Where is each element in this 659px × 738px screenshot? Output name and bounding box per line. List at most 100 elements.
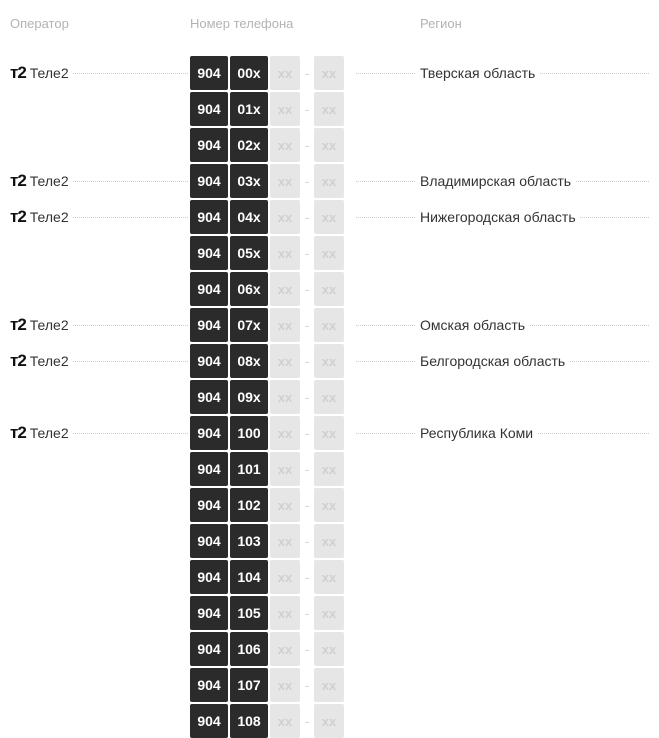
phone-cell: 90404xxx-xx <box>190 200 354 234</box>
phone-xx-block: xx <box>270 164 300 198</box>
phone-xx-block: xx <box>314 128 344 162</box>
phone-xx-block: xx <box>314 56 344 90</box>
phone-xx-block: xx <box>314 92 344 126</box>
table-row: 904102xx-xx <box>10 488 649 522</box>
phone-code-block: 08x <box>230 344 268 378</box>
phone-xx-block: xx <box>314 596 344 630</box>
table-row: 904105xx-xx <box>10 596 649 630</box>
operator-cell: т2Теле2 <box>10 315 190 335</box>
phone-code-block: 106 <box>230 632 268 666</box>
phone-code-block: 09x <box>230 380 268 414</box>
phone-cell: 90405xxx-xx <box>190 236 354 270</box>
operator-logo-icon: т2 <box>10 63 26 83</box>
phone-code-block: 101 <box>230 452 268 486</box>
table-row: 90409xxx-xx <box>10 380 649 414</box>
table-row: т2Теле290408xxx-xxБелгородская область <box>10 344 649 378</box>
phone-prefix-block: 904 <box>190 380 228 414</box>
phone-separator: - <box>302 66 312 81</box>
phone-separator: - <box>302 246 312 261</box>
phone-separator: - <box>302 282 312 297</box>
phone-code-block: 01x <box>230 92 268 126</box>
region-name: Омская область <box>416 317 529 333</box>
region-cell: Нижегородская область <box>356 209 649 225</box>
phone-cell: 90407xxx-xx <box>190 308 354 342</box>
table-header-row: Оператор Номер телефона Регион <box>10 10 649 36</box>
operator-logo-icon: т2 <box>10 171 26 191</box>
phone-cell: 90406xxx-xx <box>190 272 354 306</box>
phone-code-block: 00x <box>230 56 268 90</box>
phone-prefix-block: 904 <box>190 560 228 594</box>
phone-code-block: 100 <box>230 416 268 450</box>
phone-xx-block: xx <box>270 416 300 450</box>
phone-xx-block: xx <box>314 488 344 522</box>
phone-code-block: 104 <box>230 560 268 594</box>
operator-cell: т2Теле2 <box>10 171 190 191</box>
phone-xx-block: xx <box>314 668 344 702</box>
phone-code-block: 05x <box>230 236 268 270</box>
phone-xx-block: xx <box>314 704 344 738</box>
phone-xx-block: xx <box>270 596 300 630</box>
phone-prefix-block: 904 <box>190 668 228 702</box>
phone-xx-block: xx <box>270 200 300 234</box>
phone-separator: - <box>302 318 312 333</box>
phone-code-block: 07x <box>230 308 268 342</box>
phone-code-block: 06x <box>230 272 268 306</box>
phone-xx-block: xx <box>314 308 344 342</box>
phone-xx-block: xx <box>270 56 300 90</box>
phone-xx-block: xx <box>314 416 344 450</box>
phone-prefix-block: 904 <box>190 92 228 126</box>
phone-separator: - <box>302 570 312 585</box>
operator-logo-icon: т2 <box>10 207 26 227</box>
phone-code-block: 03x <box>230 164 268 198</box>
table-row: т2Теле290400xxx-xxТверская область <box>10 56 649 90</box>
phone-prefix-block: 904 <box>190 524 228 558</box>
phone-cell: 90409xxx-xx <box>190 380 354 414</box>
table-row: 904104xx-xx <box>10 560 649 594</box>
phone-xx-block: xx <box>314 560 344 594</box>
operator-cell: т2Теле2 <box>10 207 190 227</box>
phone-separator: - <box>302 354 312 369</box>
phone-cell: 904107xx-xx <box>190 668 354 702</box>
phone-xx-block: xx <box>270 380 300 414</box>
phone-prefix-block: 904 <box>190 200 228 234</box>
phone-prefix-block: 904 <box>190 344 228 378</box>
phone-xx-block: xx <box>314 452 344 486</box>
region-cell: Тверская область <box>356 65 649 81</box>
phone-separator: - <box>302 606 312 621</box>
phone-xx-block: xx <box>270 632 300 666</box>
region-cell: Республика Коми <box>356 425 649 441</box>
operator-logo-icon: т2 <box>10 423 26 443</box>
phone-xx-block: xx <box>314 272 344 306</box>
phone-separator: - <box>302 642 312 657</box>
phone-xx-block: xx <box>314 164 344 198</box>
phone-xx-block: xx <box>314 380 344 414</box>
table-row: 904107xx-xx <box>10 668 649 702</box>
phone-separator: - <box>302 174 312 189</box>
phone-prefix-block: 904 <box>190 308 228 342</box>
table-row: 90401xxx-xx <box>10 92 649 126</box>
phone-xx-block: xx <box>270 452 300 486</box>
phone-cell: 904100xx-xx <box>190 416 354 450</box>
phone-cell: 90403xxx-xx <box>190 164 354 198</box>
table-body: т2Теле290400xxx-xxТверская область90401x… <box>10 56 649 738</box>
phone-separator: - <box>302 462 312 477</box>
operator-name: Теле2 <box>30 209 69 225</box>
phone-xx-block: xx <box>270 236 300 270</box>
phone-xx-block: xx <box>270 344 300 378</box>
phone-prefix-block: 904 <box>190 704 228 738</box>
table-row: 904106xx-xx <box>10 632 649 666</box>
phone-separator: - <box>302 426 312 441</box>
phone-prefix-block: 904 <box>190 236 228 270</box>
phone-separator: - <box>302 534 312 549</box>
operator-content: т2Теле2 <box>10 171 73 191</box>
phone-cell: 904104xx-xx <box>190 560 354 594</box>
operator-content: т2Теле2 <box>10 315 73 335</box>
phone-cell: 904101xx-xx <box>190 452 354 486</box>
phone-separator: - <box>302 714 312 729</box>
table-row: т2Теле290404xxx-xxНижегородская область <box>10 200 649 234</box>
phone-xx-block: xx <box>270 92 300 126</box>
table-row: 90406xxx-xx <box>10 272 649 306</box>
header-phone: Номер телефона <box>190 16 420 31</box>
region-name: Владимирская область <box>416 173 575 189</box>
region-name: Белгородская область <box>416 353 569 369</box>
